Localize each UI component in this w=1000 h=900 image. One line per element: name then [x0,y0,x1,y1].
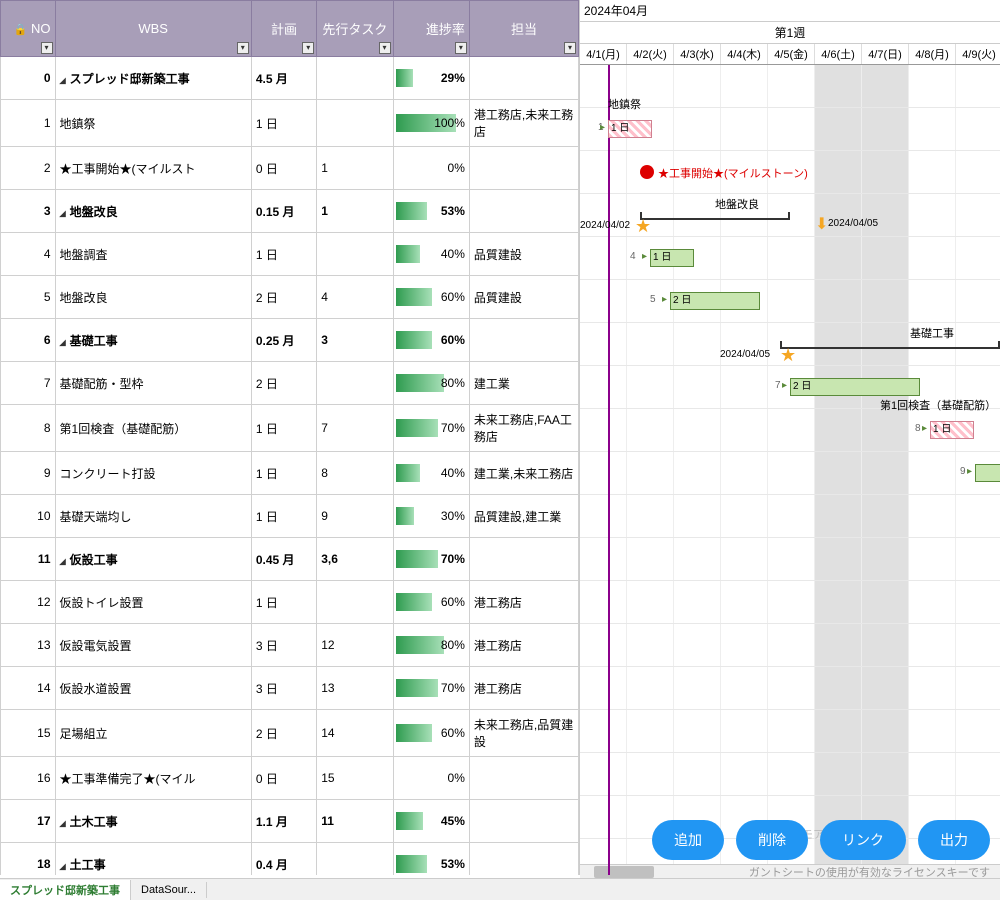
gantt-day: 4/1(月) [580,44,627,64]
gantt-row-num: 9 [960,466,966,477]
button-row: 追加 削除 リンク 出力 [652,820,990,860]
table-row[interactable]: 1地鎮祭1 日100%港工務店,未来工務店 [1,100,579,147]
date-label: 2024/04/05 [828,218,878,229]
gantt-bar[interactable]: 1 日 [650,249,694,267]
filter-icon[interactable]: ▾ [302,42,314,54]
sheet-tabs: スプレッド邸新築工事 DataSour... [0,878,1000,900]
license-text: ガントシートの使用が有効なライセンスキーです [749,864,990,880]
gantt-bracket [780,341,1000,349]
filter-icon[interactable]: ▾ [379,42,391,54]
group-label: 基礎工事 [910,325,954,341]
table-row[interactable]: 15足場組立2 日1460%未来工務店,品質建設 [1,710,579,757]
gantt-row[interactable] [580,710,1000,753]
header-row: 🔒 NO▾ WBS▾ 計画▾ 先行タスク▾ 進捗率▾ 担当▾ [1,1,579,57]
gantt-row[interactable] [580,753,1000,796]
arrow-down-icon: ⬇ [815,214,828,234]
table-row[interactable]: 8第1回検査（基礎配筋）1 日770%未来工務店,FAA工務店 [1,405,579,452]
tab-active[interactable]: スプレッド邸新築工事 [0,880,131,900]
table-row[interactable]: 11仮設工事0.45 月3,670% [1,538,579,581]
gantt-bar[interactable]: 2 日 [670,292,760,310]
table-row[interactable]: 3地盤改良0.15 月153% [1,190,579,233]
gantt-row[interactable] [580,452,1000,495]
gantt-row[interactable] [580,280,1000,323]
header-pred[interactable]: 先行タスク▾ [317,1,393,57]
gantt-day: 4/2(火) [627,44,674,64]
lock-icon: 🔒 [14,24,28,36]
link-button[interactable]: リンク [820,820,906,860]
add-button[interactable]: 追加 [652,820,724,860]
gantt-bar[interactable] [975,464,1000,482]
table-row[interactable]: 0スプレッド邸新築工事4.5 月29% [1,57,579,100]
gantt-row-num: 7 [775,380,781,391]
header-plan[interactable]: 計画▾ [251,1,316,57]
gantt-day: 4/9(火) [956,44,1000,64]
output-button[interactable]: 出力 [918,820,990,860]
table-row[interactable]: 6基礎工事0.25 月360% [1,319,579,362]
filter-icon[interactable]: ▾ [455,42,467,54]
gantt-chart: 2024年04月 第1週 4/1(月)4/2(火)4/3(水)4/4(木)4/5… [580,0,1000,875]
gantt-row[interactable] [580,624,1000,667]
task-table: 🔒 NO▾ WBS▾ 計画▾ 先行タスク▾ 進捗率▾ 担当▾ 0スプレッド邸新築… [0,0,580,875]
gantt-day: 4/7(日) [862,44,909,64]
filter-icon[interactable]: ▾ [41,42,53,54]
gantt-bar-label: 地鎮祭 [608,96,641,112]
gantt-day: 4/5(金) [768,44,815,64]
gantt-row[interactable] [580,495,1000,538]
table-row[interactable]: 12仮設トイレ設置1 日60%港工務店 [1,581,579,624]
table-row[interactable]: 13仮設電気設置3 日1280%港工務店 [1,624,579,667]
filter-icon[interactable]: ▾ [237,42,249,54]
gantt-day: 4/6(土) [815,44,862,64]
gantt-week: 第1週 [580,22,1000,44]
milestone-icon[interactable] [640,165,654,179]
gantt-row-num: 8 [915,423,921,434]
header-assign[interactable]: 担当▾ [469,1,578,57]
gantt-day: 4/4(木) [721,44,768,64]
gantt-bracket [640,212,790,220]
table-row[interactable]: 17土木工事1.1 月1145% [1,800,579,843]
gantt-day: 4/3(水) [674,44,721,64]
gantt-day: 4/8(月) [909,44,956,64]
gantt-month: 2024年04月 [580,0,1000,22]
filter-icon[interactable]: ▾ [564,42,576,54]
gantt-row[interactable] [580,667,1000,710]
gantt-days: 4/1(月)4/2(火)4/3(水)4/4(木)4/5(金)4/6(土)4/7(… [580,44,1000,64]
scroll-thumb[interactable] [594,866,654,878]
today-line [608,65,610,875]
star-icon: ★ [780,345,796,366]
gantt-bar-label: 第1回検査（基礎配筋） [880,397,996,413]
gantt-bar[interactable]: 1 日 [930,421,974,439]
header-no[interactable]: 🔒 NO▾ [1,1,56,57]
gantt-header: 2024年04月 第1週 4/1(月)4/2(火)4/3(水)4/4(木)4/5… [580,0,1000,65]
tab-datasource[interactable]: DataSour... [131,882,207,898]
table-row[interactable]: 4地盤調査1 日40%品質建設 [1,233,579,276]
table-row[interactable]: 18土工事0.4 月53% [1,843,579,876]
gantt-row[interactable] [580,65,1000,108]
gantt-bar[interactable]: 1 日 [608,120,652,138]
gantt-row-num: 5 [650,294,656,305]
header-progress[interactable]: 進捗率▾ [393,1,469,57]
table-row[interactable]: 5地盤改良2 日460%品質建設 [1,276,579,319]
table-row[interactable]: 9コンクリート打設1 日840%建工業,未来工務店 [1,452,579,495]
table-row[interactable]: 16★工事準備完了★(マイル0 日150% [1,757,579,800]
header-wbs[interactable]: WBS▾ [55,1,251,57]
milestone-label: ★工事開始★(マイルストーン) [658,165,808,181]
gantt-body[interactable]: 1 日地鎮祭1▸1 日4▸2 日5▸2 日7▸1 日第1回検査（基礎配筋）8▸9… [580,65,1000,875]
gantt-bar[interactable]: 2 日 [790,378,920,396]
gantt-row[interactable] [580,538,1000,581]
date-label: 2024/04/02 [580,220,630,231]
group-label: 地盤改良 [715,196,759,212]
gantt-row[interactable] [580,581,1000,624]
star-icon: ★ [635,216,651,237]
delete-button[interactable]: 削除 [736,820,808,860]
date-label: 2024/04/05 [720,349,770,360]
gantt-row-num: 4 [630,251,636,262]
table-row[interactable]: 7基礎配筋・型枠2 日80%建工業 [1,362,579,405]
table-row[interactable]: 14仮設水道設置3 日1370%港工務店 [1,667,579,710]
table-row[interactable]: 2★工事開始★(マイルスト0 日10% [1,147,579,190]
table-row[interactable]: 10基礎天端均し1 日930%品質建設,建工業 [1,495,579,538]
